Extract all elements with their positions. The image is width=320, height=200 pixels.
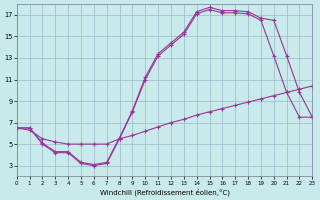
X-axis label: Windchill (Refroidissement éolien,°C): Windchill (Refroidissement éolien,°C): [100, 188, 229, 196]
